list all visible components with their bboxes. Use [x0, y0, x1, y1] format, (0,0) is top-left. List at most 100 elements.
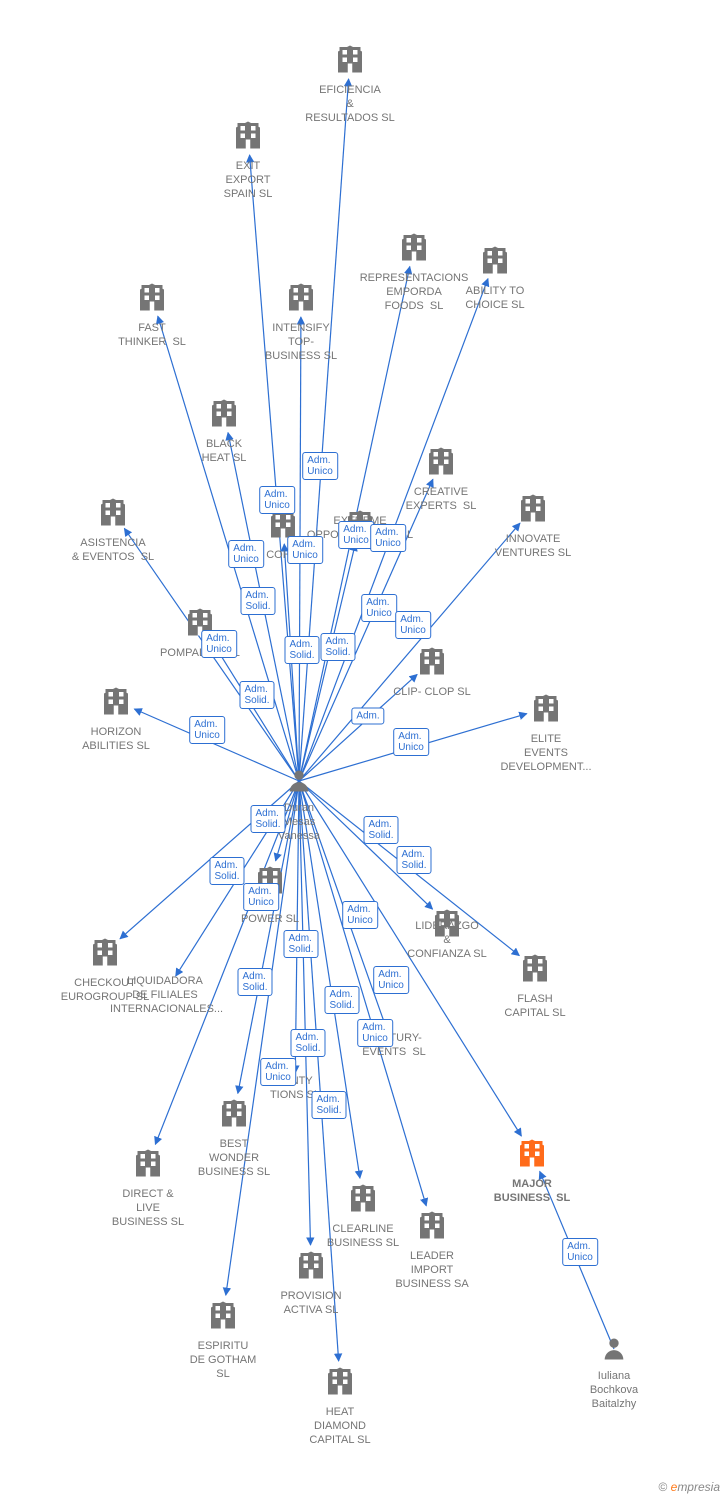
node-label: POMPALIER SL	[145, 647, 255, 661]
edge-label: Adm. Unico	[373, 966, 409, 994]
building-icon	[332, 41, 368, 77]
edge-label: Adm.	[351, 708, 384, 725]
node-label: ASISTENCIA& EVENTOS SL	[58, 537, 168, 565]
edge-label: Adm. Unico	[338, 521, 374, 549]
node-label: ABILITY TOCHOICE SL	[440, 285, 550, 313]
node-label: CLIP- CLOP SL	[377, 686, 487, 700]
building-icon	[414, 643, 450, 679]
node-liquidadora[interactable]: LIQUIDADORADE FILIALESINTERNACIONALES...	[110, 975, 220, 1016]
person-icon	[600, 1335, 628, 1363]
edge-duran-eficiencia	[299, 79, 349, 781]
node-elite[interactable]: ELITEEVENTSDEVELOPMENT...	[491, 690, 601, 774]
node-label: IulianaBochkovaBaitalzhy	[559, 1370, 669, 1411]
building-icon	[283, 279, 319, 315]
node-clip[interactable]: CLIP- CLOP SL	[377, 643, 487, 700]
building-icon	[205, 1297, 241, 1333]
building-icon	[130, 1145, 166, 1181]
edge-label: Adm. Solid.	[324, 986, 359, 1014]
edge-label: Adm. Unico	[342, 901, 378, 929]
edge-label: Adm. Solid.	[320, 633, 355, 661]
node-label: EXITEXPORTSPAIN SL	[193, 160, 303, 201]
node-asistencia[interactable]: ASISTENCIA& EVENTOS SL	[58, 494, 168, 565]
node-label: FASTTHINKER SL	[97, 322, 207, 350]
node-black[interactable]: BLACKHEAT SL	[169, 395, 279, 466]
node-century[interactable]: CENTURY-EVENTS SL	[339, 1032, 449, 1060]
node-label: FLASHCAPITAL SL	[480, 993, 590, 1021]
node-label: ELITEEVENTSDEVELOPMENT...	[491, 733, 601, 774]
edge-label: Adm. Solid.	[209, 857, 244, 885]
building-icon	[87, 934, 123, 970]
edge-label: Adm. Solid.	[396, 846, 431, 874]
node-label: MAJORBUSINESS SL	[477, 1178, 587, 1206]
edge-label: Adm. Solid.	[311, 1091, 346, 1119]
building-icon	[477, 242, 513, 278]
node-fast[interactable]: FASTTHINKER SL	[97, 279, 207, 350]
node-label: LIQUIDADORADE FILIALESINTERNACIONALES...	[110, 975, 220, 1016]
edge-label: Adm. Unico	[562, 1238, 598, 1266]
node-flash[interactable]: FLASHCAPITAL SL	[480, 950, 590, 1021]
edge-label: Adm. Solid.	[240, 587, 275, 615]
building-icon	[206, 395, 242, 431]
edge-label: Adm. Unico	[361, 594, 397, 622]
node-label: BLACKHEAT SL	[169, 438, 279, 466]
edge-label: Adm. Unico	[370, 524, 406, 552]
building-icon	[230, 117, 266, 153]
edge-label: Adm. Solid.	[284, 636, 319, 664]
node-direct[interactable]: DIRECT &LIVEBUSINESS SL	[93, 1145, 203, 1229]
edge-label: Adm. Solid.	[239, 681, 274, 709]
edge-label: Adm. Unico	[259, 486, 295, 514]
building-icon	[134, 279, 170, 315]
copyright-symbol: ©	[658, 1480, 667, 1494]
edge-label: Adm. Unico	[287, 536, 323, 564]
building-icon	[517, 950, 553, 986]
edge-label: Adm. Unico	[302, 452, 338, 480]
node-label: CENTURY-EVENTS SL	[339, 1032, 449, 1060]
node-label: EFICIENCIA&RESULTADOS SL	[295, 84, 405, 125]
node-pompalier[interactable]: POMPALIER SL	[145, 604, 255, 661]
person-icon	[285, 767, 313, 795]
edge-label: Adm. Solid.	[250, 805, 285, 833]
edge-label: Adm. Unico	[243, 883, 279, 911]
building-icon	[216, 1095, 252, 1131]
node-eficiencia[interactable]: EFICIENCIA&RESULTADOS SL	[295, 41, 405, 125]
building-icon	[322, 1363, 358, 1399]
edge-label: Adm. Unico	[395, 611, 431, 639]
copyright: © empresia	[658, 1480, 720, 1494]
building-icon	[414, 1207, 450, 1243]
node-label: HORIZONABILITIES SL	[61, 726, 171, 754]
node-espiritu[interactable]: ESPIRITUDE GOTHAMSL	[168, 1297, 278, 1381]
edge-label: Adm. Solid.	[283, 930, 318, 958]
node-label: ESPIRITUDE GOTHAMSL	[168, 1340, 278, 1381]
building-icon	[95, 494, 131, 530]
building-icon	[345, 1180, 381, 1216]
node-label: DIRECT &LIVEBUSINESS SL	[93, 1188, 203, 1229]
node-horizon[interactable]: HORIZONABILITIES SL	[61, 683, 171, 754]
edge-label: Adm. Unico	[260, 1058, 296, 1086]
node-label: HEATDIAMONDCAPITAL SL	[285, 1406, 395, 1447]
node-label: LEADERIMPORTBUSINESS SA	[377, 1250, 487, 1291]
building-icon	[514, 1135, 550, 1171]
node-intensify[interactable]: INTENSIFYTOP-BUSINESS SL	[246, 279, 356, 363]
building-icon	[515, 490, 551, 526]
node-ability[interactable]: ABILITY TOCHOICE SL	[440, 242, 550, 313]
node-innovate[interactable]: INNOVATEVENTURES SL	[478, 490, 588, 561]
node-major[interactable]: MAJORBUSINESS SL	[477, 1135, 587, 1206]
building-icon	[528, 690, 564, 726]
edge-label: Adm. Unico	[201, 630, 237, 658]
edge-label: Adm. Solid.	[363, 816, 398, 844]
edge-label: Adm. Solid.	[290, 1029, 325, 1057]
edge-label: Adm. Unico	[189, 716, 225, 744]
building-icon	[293, 1247, 329, 1283]
node-label: INNOVATEVENTURES SL	[478, 533, 588, 561]
brand-logo: empresia	[671, 1480, 720, 1494]
node-leader[interactable]: LEADERIMPORTBUSINESS SA	[377, 1207, 487, 1291]
edge-label: Adm. Unico	[228, 540, 264, 568]
node-exit[interactable]: EXITEXPORTSPAIN SL	[193, 117, 303, 201]
building-icon	[423, 443, 459, 479]
edge-label: Adm. Solid.	[237, 968, 272, 996]
node-label: INTENSIFYTOP-BUSINESS SL	[246, 322, 356, 363]
node-heat[interactable]: HEATDIAMONDCAPITAL SL	[285, 1363, 395, 1447]
node-iuliana[interactable]: IulianaBochkovaBaitalzhy	[559, 1335, 669, 1411]
edge-duran-provision	[299, 781, 311, 1245]
edge-label: Adm. Unico	[393, 728, 429, 756]
